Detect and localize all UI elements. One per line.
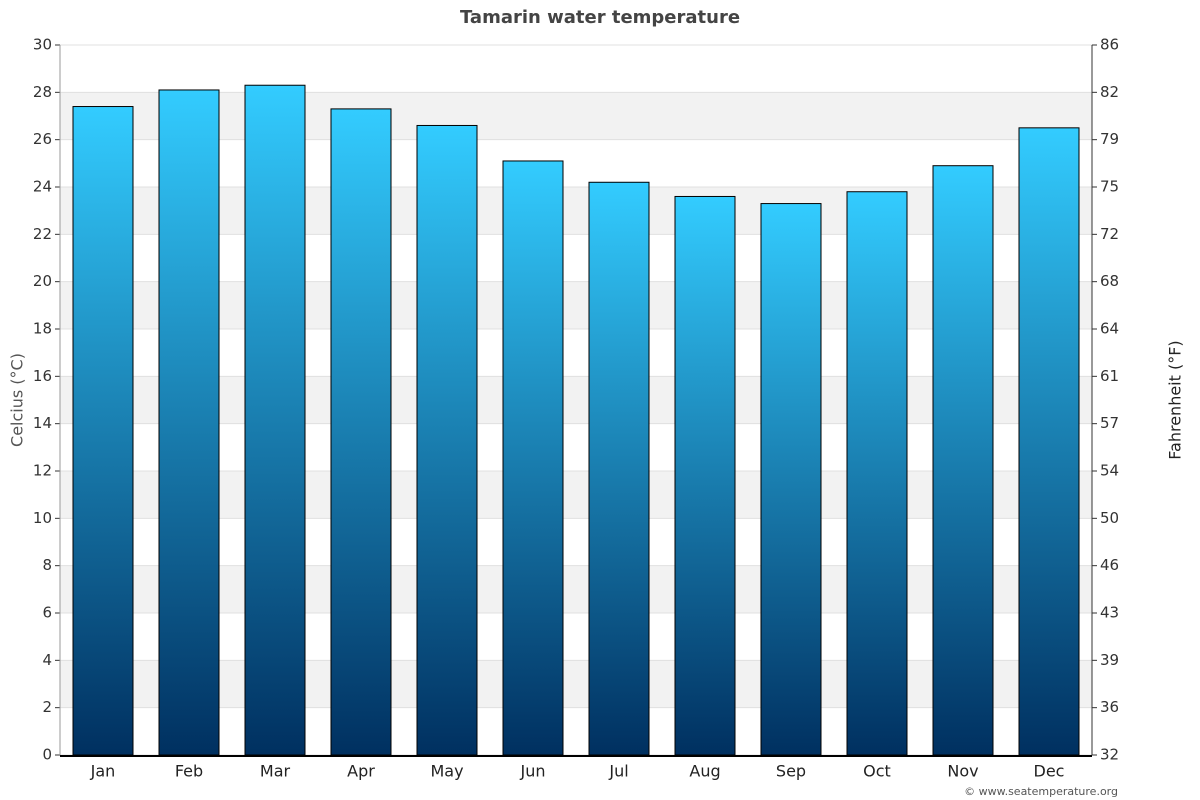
y-tick-label: 6: [42, 604, 52, 622]
y2-tick-label: 75: [1100, 178, 1119, 196]
x-tick-label: Feb: [175, 762, 203, 781]
x-tick-label: Jun: [520, 762, 546, 781]
y2-tick-label: 61: [1100, 367, 1119, 385]
grid-band: [60, 376, 1092, 424]
x-tick-label: Mar: [260, 762, 291, 781]
x-tick-label: Jul: [608, 762, 628, 781]
bar: [846, 191, 908, 756]
bar: [502, 160, 564, 756]
grid-band: [60, 92, 1092, 140]
y-axis-label: Celcius (°C): [8, 353, 27, 447]
x-tick-label: May: [430, 762, 463, 781]
grid-band: [60, 281, 1092, 329]
y-tick-label: 26: [33, 130, 52, 148]
y2-tick-label: 68: [1100, 272, 1119, 290]
y2-tick-label: 86: [1100, 36, 1119, 54]
bar: [1018, 127, 1080, 756]
y-tick-label: 24: [33, 178, 52, 196]
x-tick-label: Dec: [1034, 762, 1065, 781]
y2-axis-label: Fahrenheit (°F): [1166, 340, 1185, 459]
y-tick-label: 2: [42, 698, 52, 716]
y-tick-label: 12: [33, 462, 52, 480]
y2-tick-label: 54: [1100, 462, 1119, 480]
y2-tick-label: 50: [1100, 509, 1119, 527]
grid-band: [60, 471, 1092, 519]
y-tick-label: 22: [33, 225, 52, 243]
y2-tick-label: 82: [1100, 83, 1119, 101]
bar: [158, 89, 220, 756]
y2-tick-label: 72: [1100, 225, 1119, 243]
bar: [416, 124, 478, 756]
x-tick-label: Apr: [347, 762, 375, 781]
bar: [72, 106, 134, 756]
y2-tick-label: 79: [1100, 130, 1119, 148]
x-tick-label: Oct: [863, 762, 891, 781]
bar: [932, 165, 994, 756]
y-tick-label: 20: [33, 272, 52, 290]
credit: © www.seatemperature.org: [964, 785, 1118, 798]
bar: [330, 108, 392, 756]
x-tick-label: Nov: [947, 762, 978, 781]
y-tick-label: 0: [42, 746, 52, 764]
y2-tick-label: 64: [1100, 320, 1119, 338]
y2-tick-label: 39: [1100, 651, 1119, 669]
grid-band: [60, 187, 1092, 235]
y2-tick-label: 57: [1100, 414, 1119, 432]
y2-tick-label: 36: [1100, 698, 1119, 716]
x-tick-label: Jan: [90, 762, 116, 781]
y-tick-label: 14: [33, 414, 52, 432]
y2-tick-label: 43: [1100, 604, 1119, 622]
grid-band: [60, 660, 1092, 708]
y-tick-label: 18: [33, 320, 52, 338]
y-tick-label: 10: [33, 509, 52, 527]
x-tick-label: Sep: [776, 762, 806, 781]
y-tick-label: 16: [33, 367, 52, 385]
bar: [244, 84, 306, 756]
y-tick-label: 30: [33, 36, 52, 54]
y-tick-label: 8: [42, 556, 52, 574]
y-tick-label: 28: [33, 83, 52, 101]
bar: [760, 203, 822, 756]
bar: [674, 195, 736, 756]
chart-title: Tamarin water temperature: [460, 7, 740, 28]
grid-band: [60, 565, 1092, 613]
y2-tick-label: 32: [1100, 746, 1119, 764]
y2-tick-label: 46: [1100, 556, 1119, 574]
bar: [588, 181, 650, 756]
x-tick-label: Aug: [689, 762, 720, 781]
y-tick-label: 4: [42, 651, 52, 669]
